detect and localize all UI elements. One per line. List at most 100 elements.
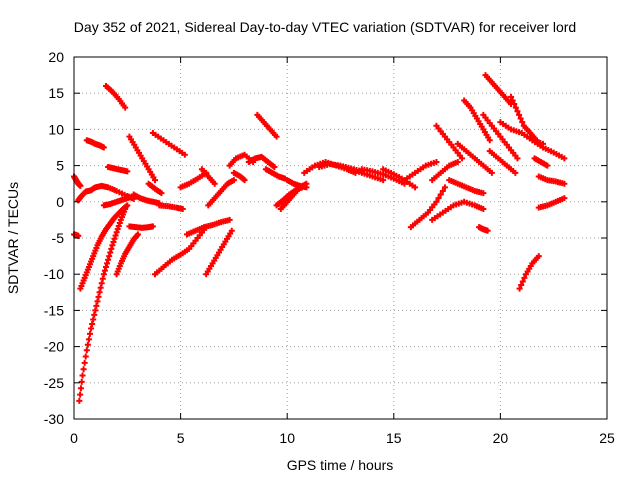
data-point	[97, 284, 104, 291]
data-point	[95, 293, 102, 300]
y-tick-label: -30	[44, 411, 64, 427]
data-point	[433, 198, 440, 205]
data-point	[437, 191, 444, 198]
data-point	[84, 341, 91, 348]
series-arc-8	[105, 164, 131, 175]
series-arc-19	[183, 216, 233, 238]
data-point	[124, 202, 131, 209]
data-point	[158, 190, 165, 197]
data-point	[544, 162, 551, 169]
chart-title: Day 352 of 2021, Sidereal Day-to-day VTE…	[74, 19, 576, 35]
y-tick-label: 5	[56, 158, 64, 174]
series-arc-43	[461, 97, 493, 144]
data-point	[435, 195, 442, 202]
x-tick-label: 0	[70, 430, 78, 446]
data-point	[107, 249, 114, 256]
data-point	[454, 158, 461, 165]
series-arc-7	[102, 82, 129, 111]
data-point	[380, 177, 387, 184]
data-point	[514, 155, 521, 162]
y-tick-label: 10	[48, 121, 64, 137]
series-arc-30	[284, 177, 310, 191]
data-point	[561, 180, 568, 187]
data-point	[516, 285, 523, 292]
series-arc-54	[535, 195, 568, 211]
y-tick-label: -10	[44, 266, 64, 282]
series-arc-27	[262, 166, 289, 182]
data-point	[89, 320, 96, 327]
data-point	[86, 330, 93, 337]
series-arc-17	[156, 202, 186, 213]
x-tick-labels: 0 5 10 15 20 25	[70, 430, 615, 446]
data-point	[90, 316, 97, 323]
x-tick-label: 10	[279, 430, 295, 446]
data-point	[509, 97, 516, 104]
data-point	[98, 280, 105, 287]
series-arc-12	[130, 191, 163, 207]
data-point	[488, 169, 495, 176]
series-arc-10	[113, 231, 141, 278]
data-point	[79, 372, 86, 379]
data-point	[104, 260, 111, 267]
series-arc-1	[71, 173, 84, 189]
y-tick-label: -25	[44, 375, 64, 391]
y-tick-label: 20	[48, 49, 64, 65]
series-arc-36	[401, 158, 440, 184]
data-point	[92, 307, 99, 314]
series-arc-47	[486, 148, 519, 176]
data-point	[480, 190, 487, 197]
data-point	[101, 267, 108, 274]
data-point	[211, 180, 218, 187]
axis-ticks	[73, 56, 608, 420]
y-tick-label: 0	[56, 194, 64, 210]
data-point	[517, 115, 524, 122]
series-arc-38	[429, 158, 461, 184]
y-tick-label: -15	[44, 302, 64, 318]
data-point	[109, 242, 116, 249]
series-arc-25	[245, 153, 278, 171]
series-arc-44	[476, 224, 491, 234]
series-arc-41	[446, 177, 487, 197]
data-point	[521, 274, 528, 281]
data-point	[480, 206, 487, 213]
data-point	[115, 223, 122, 230]
data-point	[94, 298, 101, 305]
data-point	[535, 253, 542, 260]
data-point	[124, 168, 131, 175]
data-point	[271, 164, 278, 171]
series-arc-51	[529, 137, 568, 162]
data-point	[514, 108, 521, 115]
data-point	[484, 227, 491, 234]
data-point	[83, 347, 90, 354]
data-point	[561, 155, 568, 162]
y-tick-labels: -30 -25 -20 -15 -10 -5 0 5 10 15 20	[44, 49, 64, 427]
data-point	[102, 263, 109, 270]
series-arc-46	[482, 72, 515, 108]
grid	[74, 57, 607, 419]
y-axis-label: SDTVAR / TECUs	[5, 182, 21, 294]
series-arc-22	[205, 177, 237, 209]
data-point	[116, 219, 123, 226]
data-point	[181, 151, 188, 158]
data-point	[561, 195, 568, 202]
series-arc-13	[126, 223, 156, 231]
data-point	[516, 111, 523, 118]
data-point	[241, 177, 248, 184]
series-arc-20	[198, 166, 218, 187]
data-point	[441, 184, 448, 191]
data-point	[226, 216, 233, 223]
data-point	[100, 271, 107, 278]
series-arc-5	[77, 202, 131, 292]
data-point	[518, 282, 525, 289]
data-point	[99, 275, 106, 282]
data-point	[96, 289, 103, 296]
data-point	[78, 378, 85, 385]
data-point	[179, 206, 186, 213]
data-point	[108, 245, 115, 252]
data-point	[113, 229, 120, 236]
data-point	[512, 104, 519, 111]
series-arc-53	[535, 173, 568, 187]
data-point	[273, 133, 280, 140]
series-arc-45	[480, 111, 521, 162]
